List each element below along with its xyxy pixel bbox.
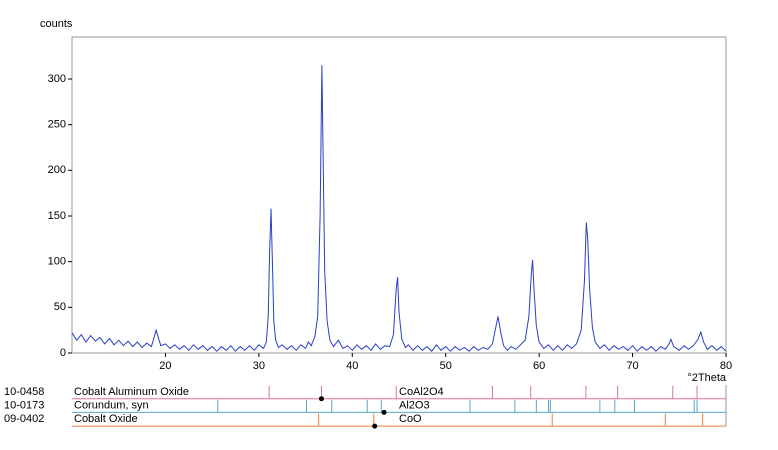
- ref-code: 10-0173: [4, 399, 44, 411]
- ref-formula: CoO: [399, 413, 422, 425]
- x-tick-label: 30: [253, 360, 265, 372]
- ref-name: Corundum, syn: [74, 399, 149, 411]
- y-tick-label: 100: [48, 256, 66, 268]
- x-tick-label: 40: [346, 360, 358, 372]
- plot-frame: [71, 36, 727, 354]
- x-tick-label: 80: [720, 360, 732, 372]
- ref-code: 10-0458: [4, 386, 44, 398]
- ref-strongest: [381, 409, 387, 415]
- x-axis-label: °2Theta: [687, 372, 727, 384]
- x-tick-label: 50: [440, 360, 452, 372]
- pattern-line: [71, 65, 727, 352]
- ref-code: 09-0402: [4, 413, 44, 425]
- x-tick-label: 60: [533, 360, 545, 372]
- y-tick-label: 200: [48, 164, 66, 176]
- x-tick-label: 70: [626, 360, 638, 372]
- ref-formula: CoAl2O4: [399, 386, 444, 398]
- ref-name: Cobalt Aluminum Oxide: [74, 386, 189, 398]
- y-tick-label: 0: [60, 347, 66, 359]
- y-tick-label: 300: [48, 73, 66, 85]
- y-axis-label: counts: [40, 18, 73, 30]
- ref-formula: Al2O3: [399, 399, 430, 411]
- ref-name: Cobalt Oxide: [74, 413, 138, 425]
- ref-strongest: [318, 396, 324, 402]
- x-tick-label: 20: [159, 360, 171, 372]
- y-tick-label: 50: [54, 301, 66, 313]
- ref-strongest: [372, 423, 378, 429]
- y-tick-label: 150: [48, 210, 66, 222]
- y-tick-label: 250: [48, 119, 66, 131]
